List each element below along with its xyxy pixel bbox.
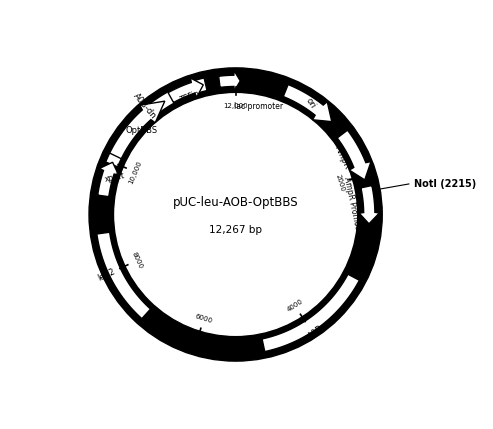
Text: 12,267 bp: 12,267 bp: [209, 225, 262, 235]
Text: pUC-leu-AOB-OptBBS: pUC-leu-AOB-OptBBS: [173, 196, 298, 209]
Text: ori: ori: [304, 97, 317, 111]
Text: 6000: 6000: [194, 313, 213, 324]
Text: xpr2t: xpr2t: [104, 171, 126, 184]
Text: A0B-dn: A0B-dn: [132, 91, 158, 121]
Text: lac promoter: lac promoter: [234, 102, 283, 111]
Polygon shape: [337, 130, 371, 180]
Text: A0B-up: A0B-up: [306, 315, 336, 341]
Text: OptBBS: OptBBS: [126, 126, 158, 135]
Polygon shape: [97, 232, 150, 319]
Text: 12,000: 12,000: [223, 103, 248, 109]
Text: NotI (2215): NotI (2215): [414, 179, 476, 189]
Circle shape: [115, 94, 356, 335]
Polygon shape: [168, 78, 203, 103]
Polygon shape: [262, 274, 359, 352]
Polygon shape: [106, 78, 207, 167]
Polygon shape: [109, 101, 165, 159]
Text: leu2: leu2: [97, 267, 117, 283]
Text: AmpR: AmpR: [333, 145, 352, 171]
Polygon shape: [98, 162, 118, 196]
Text: 10,000: 10,000: [128, 160, 143, 184]
Polygon shape: [283, 85, 332, 122]
Text: AmpR Promoter: AmpR Promoter: [342, 176, 363, 237]
Text: 2000: 2000: [334, 173, 345, 192]
Circle shape: [89, 68, 382, 361]
Polygon shape: [219, 71, 240, 91]
Text: 8000: 8000: [131, 251, 143, 270]
Polygon shape: [359, 185, 380, 224]
Text: 4000: 4000: [285, 298, 304, 313]
Text: TEFin: TEFin: [179, 89, 202, 105]
